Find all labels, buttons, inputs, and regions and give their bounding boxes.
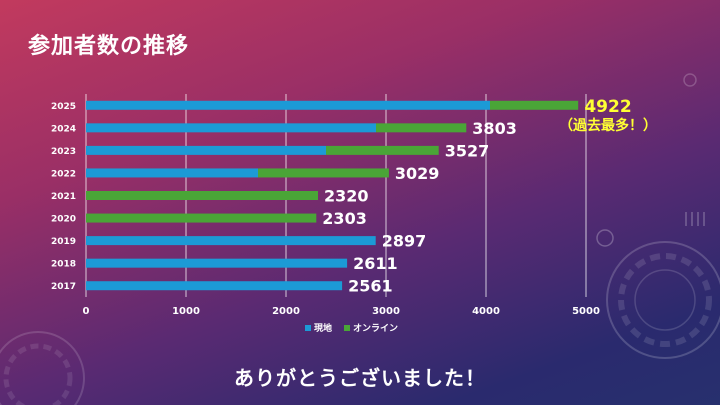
slide-title: 参加者数の推移 — [28, 34, 190, 59]
total-data-label: 3527 — [445, 141, 490, 160]
y-tick-label: 2017 — [51, 282, 76, 292]
total-data-label: 3029 — [395, 164, 440, 183]
bar-onsite — [86, 168, 258, 178]
x-tick-label: 4000 — [472, 306, 500, 317]
legend-swatch-onsite — [305, 325, 311, 331]
legend-label-online: オンライン — [353, 323, 398, 334]
y-tick-label: 2024 — [51, 124, 76, 134]
bar-online — [86, 213, 317, 223]
bar-onsite — [86, 123, 376, 133]
legend-label-onsite: 現地 — [314, 322, 332, 334]
bar-online — [326, 145, 439, 155]
closing-message: ありがとうございました！ — [234, 366, 486, 390]
bar-online — [376, 123, 467, 133]
bar-onsite — [86, 281, 343, 291]
total-data-label: 3803 — [472, 119, 517, 138]
highlight-note: （過去最多！） — [559, 118, 657, 134]
total-data-label: 2611 — [353, 254, 398, 273]
total-data-label: 2303 — [322, 209, 367, 228]
bar-onsite — [86, 236, 376, 246]
y-tick-label: 2021 — [51, 192, 76, 202]
bar-onsite — [86, 258, 348, 268]
x-tick-label: 2000 — [272, 306, 300, 317]
bar-onsite — [86, 145, 326, 155]
highlight-callout: 4922 （過去最多！） — [538, 98, 678, 136]
bar-online — [258, 168, 389, 178]
total-data-label: 2561 — [348, 277, 393, 296]
y-tick-label: 2022 — [51, 169, 76, 179]
x-tick-label: 3000 — [372, 306, 400, 317]
legend-swatch-online — [344, 325, 350, 331]
y-tick-label: 2018 — [51, 260, 76, 270]
highlight-total: 4922 — [584, 97, 632, 117]
bar-online — [86, 191, 318, 200]
y-tick-label: 2020 — [51, 215, 76, 225]
total-data-label: 2897 — [382, 232, 427, 251]
y-tick-label: 2025 — [51, 102, 76, 112]
x-tick-label: 1000 — [172, 306, 200, 317]
x-tick-label: 0 — [83, 306, 90, 317]
bar-onsite — [86, 100, 490, 110]
total-data-label: 2320 — [324, 187, 369, 206]
x-tick-label: 5000 — [572, 306, 600, 317]
y-tick-label: 2023 — [51, 147, 76, 157]
y-tick-label: 2019 — [51, 237, 76, 247]
bar-online — [490, 100, 579, 110]
